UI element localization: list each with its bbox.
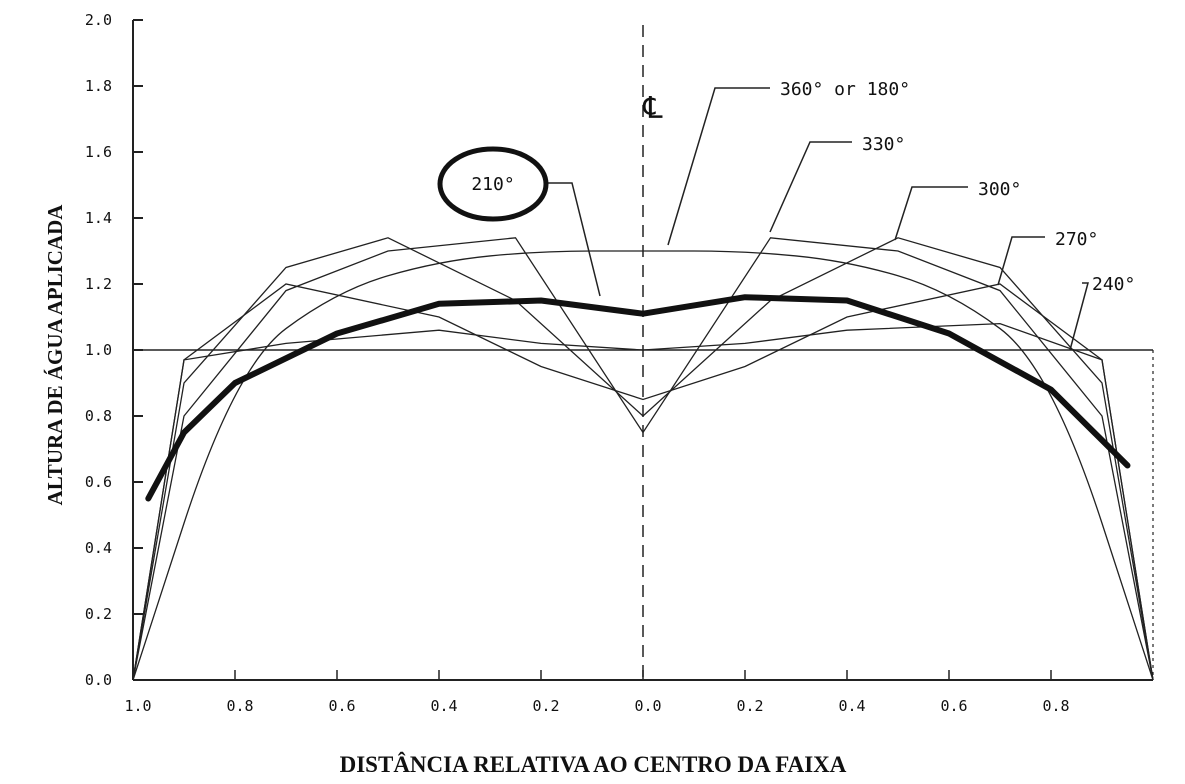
y-tick-label: 1.8 bbox=[85, 77, 112, 95]
series-line-1 bbox=[132, 237, 1154, 681]
series-label: 300° bbox=[978, 179, 1021, 200]
series-line-4 bbox=[132, 322, 1154, 681]
series-label-leader bbox=[545, 182, 601, 297]
x-tick-label: 0.2 bbox=[736, 697, 763, 715]
y-tick-label: 0.2 bbox=[85, 605, 112, 623]
x-axis-title: DISTÂNCIA RELATIVA AO CENTRO DA FAIXA bbox=[340, 751, 847, 777]
y-tick-label: 0.8 bbox=[85, 407, 112, 425]
series-label: 240° bbox=[1092, 274, 1135, 295]
series-label-leader bbox=[769, 141, 852, 233]
series-label: 360° or 180° bbox=[780, 79, 910, 100]
series-line-5 bbox=[145, 294, 1131, 502]
x-tick-label: 1.0 bbox=[124, 697, 151, 715]
y-tick-label: 1.0 bbox=[85, 341, 112, 359]
y-tick-label: 1.6 bbox=[85, 143, 112, 161]
axes: ℄ 0.0 0.2 0.4 0.6 0.8 1.0 1.2 1.4 1.6 1.8 2.0 1.0 0.8… bbox=[85, 11, 1154, 715]
y-tick-label: 0.6 bbox=[85, 473, 112, 491]
series-label-leader bbox=[667, 87, 770, 246]
centerline-label: ℄ bbox=[642, 91, 663, 126]
y-axis-title: ALTURA DE ÁGUA APLICADA bbox=[43, 204, 67, 506]
x-tick-label: 0.8 bbox=[226, 697, 253, 715]
y-tick-label: 0.4 bbox=[85, 539, 112, 557]
y-tick-label: 0.0 bbox=[85, 671, 112, 689]
series-line-0 bbox=[132, 250, 1154, 681]
y-tick-label: 2.0 bbox=[85, 11, 112, 29]
series-label-leader bbox=[1069, 282, 1089, 351]
series-labels: 360° or 180° 330° 300° 270° 240° 210° bbox=[437, 79, 1135, 351]
highlight-circle bbox=[437, 146, 549, 222]
curves bbox=[132, 237, 1154, 681]
x-tick-label: 0.4 bbox=[430, 697, 457, 715]
series-label-leader bbox=[894, 186, 968, 241]
x-tick-label: 0.6 bbox=[328, 697, 355, 715]
series-label-leader bbox=[997, 236, 1045, 286]
x-tick-label: 0.6 bbox=[940, 697, 967, 715]
series-label: 330° bbox=[862, 134, 905, 155]
x-tick-label: 0.2 bbox=[532, 697, 559, 715]
x-tick-label: 0.4 bbox=[838, 697, 865, 715]
y-tick-label: 1.4 bbox=[85, 209, 112, 227]
series-label: 270° bbox=[1055, 229, 1098, 250]
x-tick-label: 0.0 bbox=[634, 697, 661, 715]
series-line-2 bbox=[132, 237, 1154, 681]
y-tick-label: 1.2 bbox=[85, 275, 112, 293]
x-tick-label: 0.8 bbox=[1042, 697, 1069, 715]
series-label: 210° bbox=[471, 174, 514, 195]
series-line-3 bbox=[132, 283, 1154, 681]
